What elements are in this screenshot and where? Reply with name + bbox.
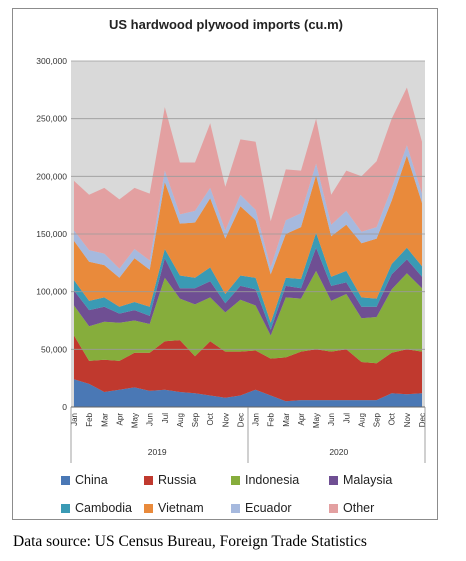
x-tick-label: Sep bbox=[373, 412, 382, 427]
legend-item-vietnam: Vietnam bbox=[144, 501, 204, 515]
legend-item-ecuador: Ecuador bbox=[231, 501, 292, 515]
x-tick-label: Jun bbox=[327, 413, 336, 426]
legend-item-china: China bbox=[61, 473, 108, 487]
x-tick-label: Nov bbox=[221, 413, 230, 427]
legend-label: Malaysia bbox=[343, 473, 393, 487]
area-series-indonesia bbox=[74, 270, 422, 364]
y-tick-label: 200,000 bbox=[36, 171, 67, 181]
legend-label: Ecuador bbox=[245, 501, 292, 515]
chart-title: US hardwood plywood imports (cu.m) bbox=[109, 17, 343, 32]
year-group-label: 2020 bbox=[329, 447, 348, 457]
chart-frame: US hardwood plywood imports (cu.m) 0 50,0… bbox=[12, 8, 438, 520]
x-tick-label: Feb bbox=[267, 412, 276, 426]
x-tick-label: Jan bbox=[252, 413, 261, 426]
x-tick-label: May bbox=[131, 413, 140, 428]
legend-swatch bbox=[144, 476, 153, 485]
area-series-ecuador bbox=[74, 145, 422, 278]
legend-label: Vietnam bbox=[158, 501, 204, 515]
legend-item-indonesia: Indonesia bbox=[231, 473, 299, 487]
x-tick-label: Mar bbox=[282, 413, 291, 427]
legend-item-cambodia: Cambodia bbox=[61, 501, 132, 515]
legend-item-russia: Russia bbox=[144, 473, 196, 487]
x-tick-label: Jun bbox=[146, 413, 155, 426]
legend-swatch bbox=[61, 476, 70, 485]
area-series-cambodia bbox=[74, 232, 422, 330]
year-group-label: 2019 bbox=[148, 447, 167, 457]
x-tick-label: Jan bbox=[70, 413, 79, 426]
legend-label: China bbox=[75, 473, 108, 487]
x-tick-label: Apr bbox=[115, 413, 124, 426]
x-tick-label: Apr bbox=[297, 413, 306, 426]
x-tick-label: Dec bbox=[236, 413, 245, 427]
legend-swatch bbox=[231, 504, 240, 513]
legend-swatch bbox=[144, 504, 153, 513]
x-tick-label: Oct bbox=[206, 412, 215, 425]
legend-label: Other bbox=[343, 501, 375, 515]
source-note: Data source: US Census Bureau, Foreign T… bbox=[13, 533, 367, 550]
y-tick-label: 150,000 bbox=[36, 229, 67, 239]
y-tick-label: 50,000 bbox=[41, 344, 67, 354]
legend-label: Cambodia bbox=[75, 501, 132, 515]
x-tick-label: Feb bbox=[85, 412, 94, 426]
x-tick-label: Nov bbox=[403, 413, 412, 427]
legend-swatch bbox=[329, 504, 338, 513]
y-tick-label: 300,000 bbox=[36, 56, 67, 66]
area-series-other bbox=[74, 87, 422, 269]
legend-swatch bbox=[61, 504, 70, 513]
x-tick-label: May bbox=[312, 413, 321, 428]
area-series-china bbox=[74, 379, 422, 407]
legend-item-other: Other bbox=[329, 501, 374, 515]
x-tick-label: Sep bbox=[191, 412, 200, 427]
chart-svg: 0 50,000 100,000 150,000 200,000 250,000 300,0… bbox=[36, 56, 427, 463]
legend-swatch bbox=[231, 476, 240, 485]
x-tick-label: Dec bbox=[418, 413, 427, 427]
y-tick-label: 250,000 bbox=[36, 114, 67, 124]
x-tick-label: Jul bbox=[342, 413, 351, 423]
x-tick-label: Aug bbox=[176, 413, 185, 427]
legend-label: Russia bbox=[158, 473, 197, 487]
x-tick-label: Mar bbox=[100, 413, 109, 427]
y-tick-label: 0 bbox=[62, 402, 67, 412]
legend-item-malaysia: Malaysia bbox=[329, 473, 392, 487]
y-tick-label: 100,000 bbox=[36, 287, 67, 297]
legend-swatch bbox=[329, 476, 338, 485]
area-series-russia bbox=[74, 335, 422, 402]
x-tick-label: Aug bbox=[358, 413, 367, 427]
x-tick-label: Jul bbox=[161, 413, 170, 423]
area-series-vietnam bbox=[74, 155, 422, 323]
x-tick-label: Oct bbox=[388, 412, 397, 425]
legend-label: Indonesia bbox=[245, 473, 300, 487]
